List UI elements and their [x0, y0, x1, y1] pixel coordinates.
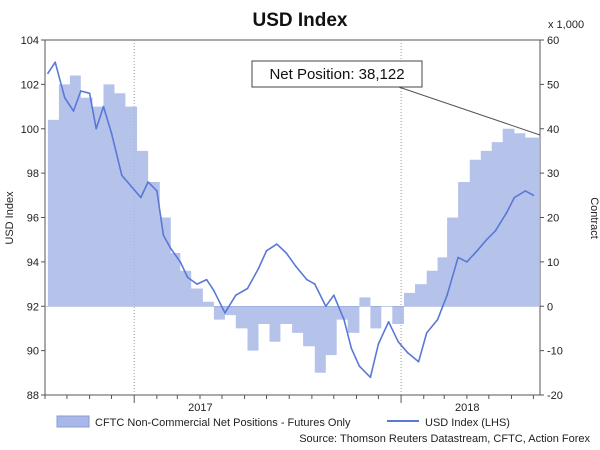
right-tick-label: -20 [547, 390, 563, 402]
usd-index-point [186, 276, 189, 279]
net-position-area [47, 75, 541, 373]
right-tick-label: 20 [547, 213, 559, 225]
usd-index-point [485, 238, 488, 241]
usd-index-point [246, 287, 249, 290]
usd-index-point [169, 247, 172, 250]
usd-index-point [524, 190, 527, 192]
callout: Net Position: 38,122 [251, 60, 541, 136]
left-tick-label: 92 [27, 301, 39, 313]
usd-index-point [333, 294, 335, 296]
source-note: Source: Thomson Reuters Datastream, CFTC… [299, 433, 590, 445]
left-tick-label: 104 [21, 35, 39, 47]
legend-area-swatch [56, 415, 90, 428]
usd-index-point [130, 185, 133, 188]
legend: CFTC Non-Commercial Net Positions - Futu… [56, 415, 510, 429]
usd-index-point [436, 318, 439, 321]
left-tick-label: 88 [27, 390, 39, 402]
usd-index-point [120, 174, 123, 177]
usd-index-point [95, 127, 97, 130]
usd-index-point [324, 305, 327, 308]
usd-index-point [213, 289, 215, 292]
left-tick-label: 90 [27, 346, 39, 358]
usd-index-point [265, 249, 268, 252]
legend-line-label: USD Index (LHS) [425, 417, 510, 429]
usd-index-point [110, 132, 113, 134]
usd-index-point [179, 261, 182, 263]
usd-index-point [102, 105, 105, 108]
usd-index-point [162, 234, 165, 237]
usd-index-point [88, 92, 91, 95]
left-tick-label: 94 [27, 257, 39, 269]
usd-index-point [446, 294, 448, 296]
usd-index-point [275, 243, 278, 245]
usd-index-point [476, 249, 478, 252]
left-tick-label: 100 [21, 124, 39, 136]
usd-index-point [505, 212, 508, 214]
vertical-gridlines [133, 40, 402, 395]
usd-index-point [494, 230, 497, 232]
left-tick-label: 98 [27, 168, 39, 180]
usd-index-point [205, 278, 208, 281]
right-tick-label: 60 [547, 35, 559, 47]
callout-text: Net Position: 38,122 [269, 66, 404, 83]
usd-index-point [224, 312, 226, 314]
right-tick-label: 30 [547, 168, 559, 180]
right-tick-label: -10 [547, 346, 563, 358]
usd-index-line [47, 61, 534, 379]
x-axis-ticks: 2017 2018 [44, 395, 534, 414]
usd-index-point [406, 352, 409, 354]
usd-index-point [466, 261, 468, 263]
usd-index-point [54, 61, 57, 63]
usd-index-point [314, 283, 316, 285]
usd-index-point [358, 365, 361, 367]
usd-index-point [80, 90, 82, 92]
usd-index-point [513, 196, 516, 199]
callout-leader [386, 82, 541, 136]
callout-box [251, 60, 423, 88]
legend-area-label: CFTC Non-Commercial Net Positions - Futu… [95, 417, 351, 429]
usd-index-point [350, 347, 353, 350]
left-axis-ticks: 104 102 100 98 96 94 92 90 88 [21, 35, 45, 402]
right-axis-label: Contract [588, 197, 600, 239]
right-tick-label: 10 [547, 257, 559, 269]
left-axis-label: USD Index [4, 191, 16, 245]
usd-index-point [457, 256, 459, 259]
usd-index-point [397, 340, 399, 343]
usd-index-point [294, 265, 297, 268]
usd-index-point [139, 196, 142, 199]
right-tick-label: 40 [547, 124, 559, 136]
usd-index-point [63, 96, 66, 99]
x-year-label: 2018 [455, 402, 479, 414]
usd-index-point [257, 267, 260, 270]
right-tick-label: 0 [547, 301, 553, 313]
left-tick-label: 96 [27, 213, 39, 225]
usd-index-point [285, 252, 288, 254]
usd-index-point [156, 190, 158, 192]
area-series [45, 75, 541, 373]
usd-index-point [305, 278, 308, 281]
usd-index-point [369, 376, 372, 379]
x-year-label: 2017 [188, 402, 212, 414]
usd-index-point [532, 194, 535, 197]
line-series [47, 61, 535, 379]
right-tick-label: 50 [547, 79, 559, 91]
usd-index-point [72, 110, 75, 112]
usd-index-point [343, 318, 345, 321]
right-axis-multiplier: x 1,000 [548, 19, 584, 31]
usd-index-point [196, 283, 198, 285]
usd-index-point [147, 181, 149, 183]
usd-index-point [417, 360, 420, 363]
right-axis-ticks: 60 50 40 30 20 10 0 -10 -20 [540, 35, 563, 402]
usd-index-point [387, 320, 390, 323]
usd-index-point [425, 332, 428, 334]
left-tick-label: 102 [21, 79, 39, 91]
usd-index-point [235, 294, 237, 296]
usd-index-point [377, 343, 380, 345]
chart-title: USD Index [252, 10, 347, 31]
usd-index-point [47, 72, 49, 75]
